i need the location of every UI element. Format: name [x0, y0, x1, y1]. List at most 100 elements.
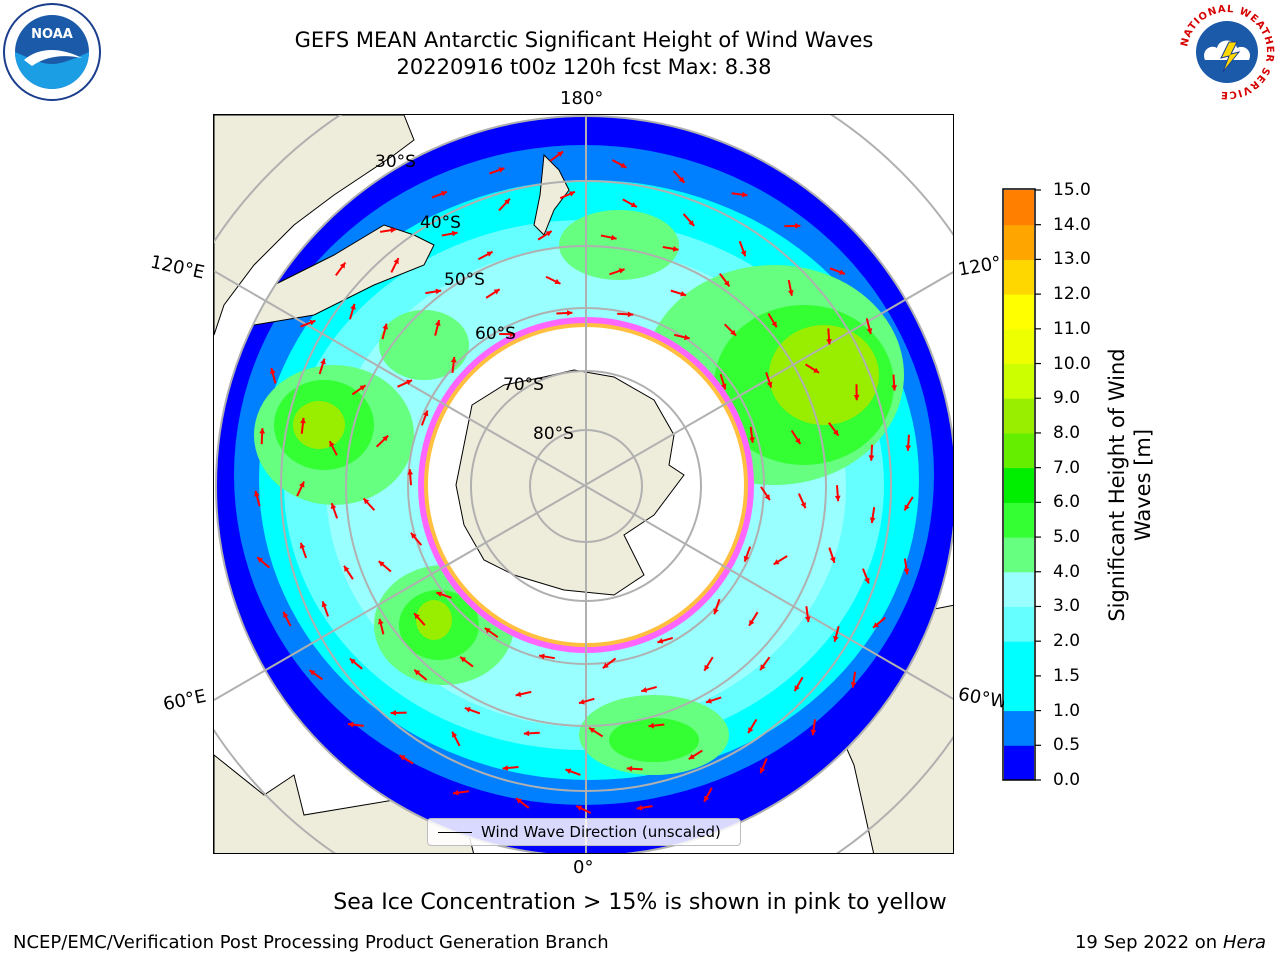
lon-label-120w: 120° [956, 252, 1003, 281]
wind-arrow-head [868, 455, 875, 461]
wind-arrow-head [684, 334, 690, 341]
legend-label: Wind Wave Direction (unscaled) [481, 823, 721, 841]
wind-arrow-head [344, 565, 350, 572]
wind-arrow-head [795, 437, 801, 444]
wind-arrow-head [382, 435, 389, 442]
colorbar-block [1004, 398, 1034, 434]
wind-arrow-head [257, 557, 264, 563]
wind-arrow-head [657, 638, 664, 644]
wind-arrow-head [873, 622, 879, 628]
wind-arrow-head [721, 383, 727, 390]
colorbar-tick-label: 3.0 [1053, 596, 1081, 617]
wind-arrow-head [641, 687, 648, 693]
wind-arrow-head [688, 220, 695, 226]
wind-arrow-head [830, 556, 836, 563]
colorbar-tick-label: 1.5 [1053, 665, 1081, 686]
wind-arrow-head [713, 608, 719, 615]
wind-arrow-head [435, 320, 441, 326]
wind-arrows [254, 150, 914, 814]
wind-arrow-head [254, 490, 260, 497]
wind-arrow-head [866, 328, 873, 334]
wind-arrow-head [329, 441, 335, 448]
wind-arrow-head [794, 685, 800, 692]
wind-arrow-head [602, 662, 609, 669]
wind-arrow-head [422, 410, 429, 417]
wind-arrow-head [309, 670, 316, 676]
wind-arrow-head [905, 445, 912, 451]
wind-arrow-head [414, 669, 421, 676]
wind-arrow-head [436, 591, 443, 598]
colorbar-block [1004, 675, 1034, 712]
wind-arrow-head [741, 191, 748, 198]
colorbar-block [1004, 537, 1034, 573]
wind-arrow-head [833, 429, 839, 436]
wind-arrow-head [788, 290, 794, 296]
noaa-logo-text: NOAA [31, 27, 73, 42]
wind-arrow-head [804, 616, 811, 623]
colorbar-block [1004, 294, 1034, 330]
wind-arrow-head [834, 495, 841, 502]
colorbar-tick-label: 9.0 [1053, 388, 1081, 409]
wind-arrow-head [435, 288, 442, 295]
colorbar-tick-label: 5.0 [1053, 527, 1081, 548]
colorbar-tick-label: 15.0 [1053, 180, 1091, 200]
wind-arrow-head [259, 428, 266, 434]
wind-arrow-head [399, 755, 406, 761]
wind-arrow-head [891, 385, 898, 391]
wind-arrow-head [414, 613, 420, 620]
wind-arrow-head [339, 262, 346, 269]
wind-arrow-head [759, 767, 766, 774]
wind-arrow-head [688, 753, 695, 760]
wind-arrow-head [648, 722, 654, 729]
wind-arrow-head [484, 627, 491, 634]
colorbar-tick-label: 8.0 [1053, 422, 1081, 443]
wind-arrow-head [349, 658, 356, 665]
wind-arrow-head [452, 789, 459, 796]
wind-arrow-head [406, 379, 413, 385]
wind-arrow-head [850, 682, 857, 688]
wind-arrow-head [626, 765, 633, 772]
wind-arrow-head [764, 494, 770, 501]
wind-arrow-head [730, 329, 737, 336]
wind-arrow-head [620, 162, 627, 168]
lat-label-40s: 40°S [420, 213, 461, 233]
wind-arrow-head [567, 310, 573, 316]
wind-arrow-head [554, 278, 561, 285]
wind-arrow-head [636, 804, 643, 811]
wind-arrow-head [486, 251, 493, 257]
footer-credit: NCEP/EMC/Verification Post Processing Pr… [13, 932, 609, 953]
wind-arrow-head [330, 503, 337, 510]
colorbar-block [1004, 502, 1034, 538]
wind-arrow-head [748, 727, 754, 734]
footer-date-text: 19 Sep 2022 on [1074, 932, 1218, 953]
wind-arrow-head [300, 417, 306, 424]
wind-arrow-head [800, 502, 806, 509]
wind-arrow-head [440, 190, 447, 197]
wind-arrow-head [493, 289, 500, 295]
wind-arrow-head [545, 231, 552, 237]
wind-arrow-head [678, 176, 685, 183]
wind-arrow-head [749, 437, 755, 443]
wind-arrow-head [773, 559, 780, 565]
colorbar-block [1004, 571, 1034, 607]
colorbar-block [1004, 328, 1034, 365]
map-legend: Wind Wave Direction (unscaled) [427, 818, 741, 846]
legend-line-icon [438, 831, 472, 833]
wind-arrow-head [627, 311, 634, 318]
wind-arrow-head [498, 167, 505, 173]
colorbar-tick-label: 6.0 [1053, 492, 1081, 513]
colorbar-tick-label: 7.0 [1053, 457, 1081, 478]
wind-arrow-head [363, 498, 370, 505]
wind-arrow-head [320, 358, 326, 365]
colorbar-tick-label: 0.0 [1053, 770, 1081, 790]
colorbar-block [1004, 710, 1034, 746]
colorbar-tick-label: 0.5 [1053, 735, 1081, 756]
wind-arrow-head [610, 234, 617, 241]
colorbar-block [1004, 432, 1034, 469]
wind-arrow-head [565, 768, 572, 774]
colorbar-block [1004, 259, 1034, 295]
wind-arrow-head [393, 258, 399, 265]
wind-arrow-head [378, 561, 385, 567]
wind-arrow-head [576, 805, 583, 811]
wind-arrow-head [390, 710, 397, 716]
